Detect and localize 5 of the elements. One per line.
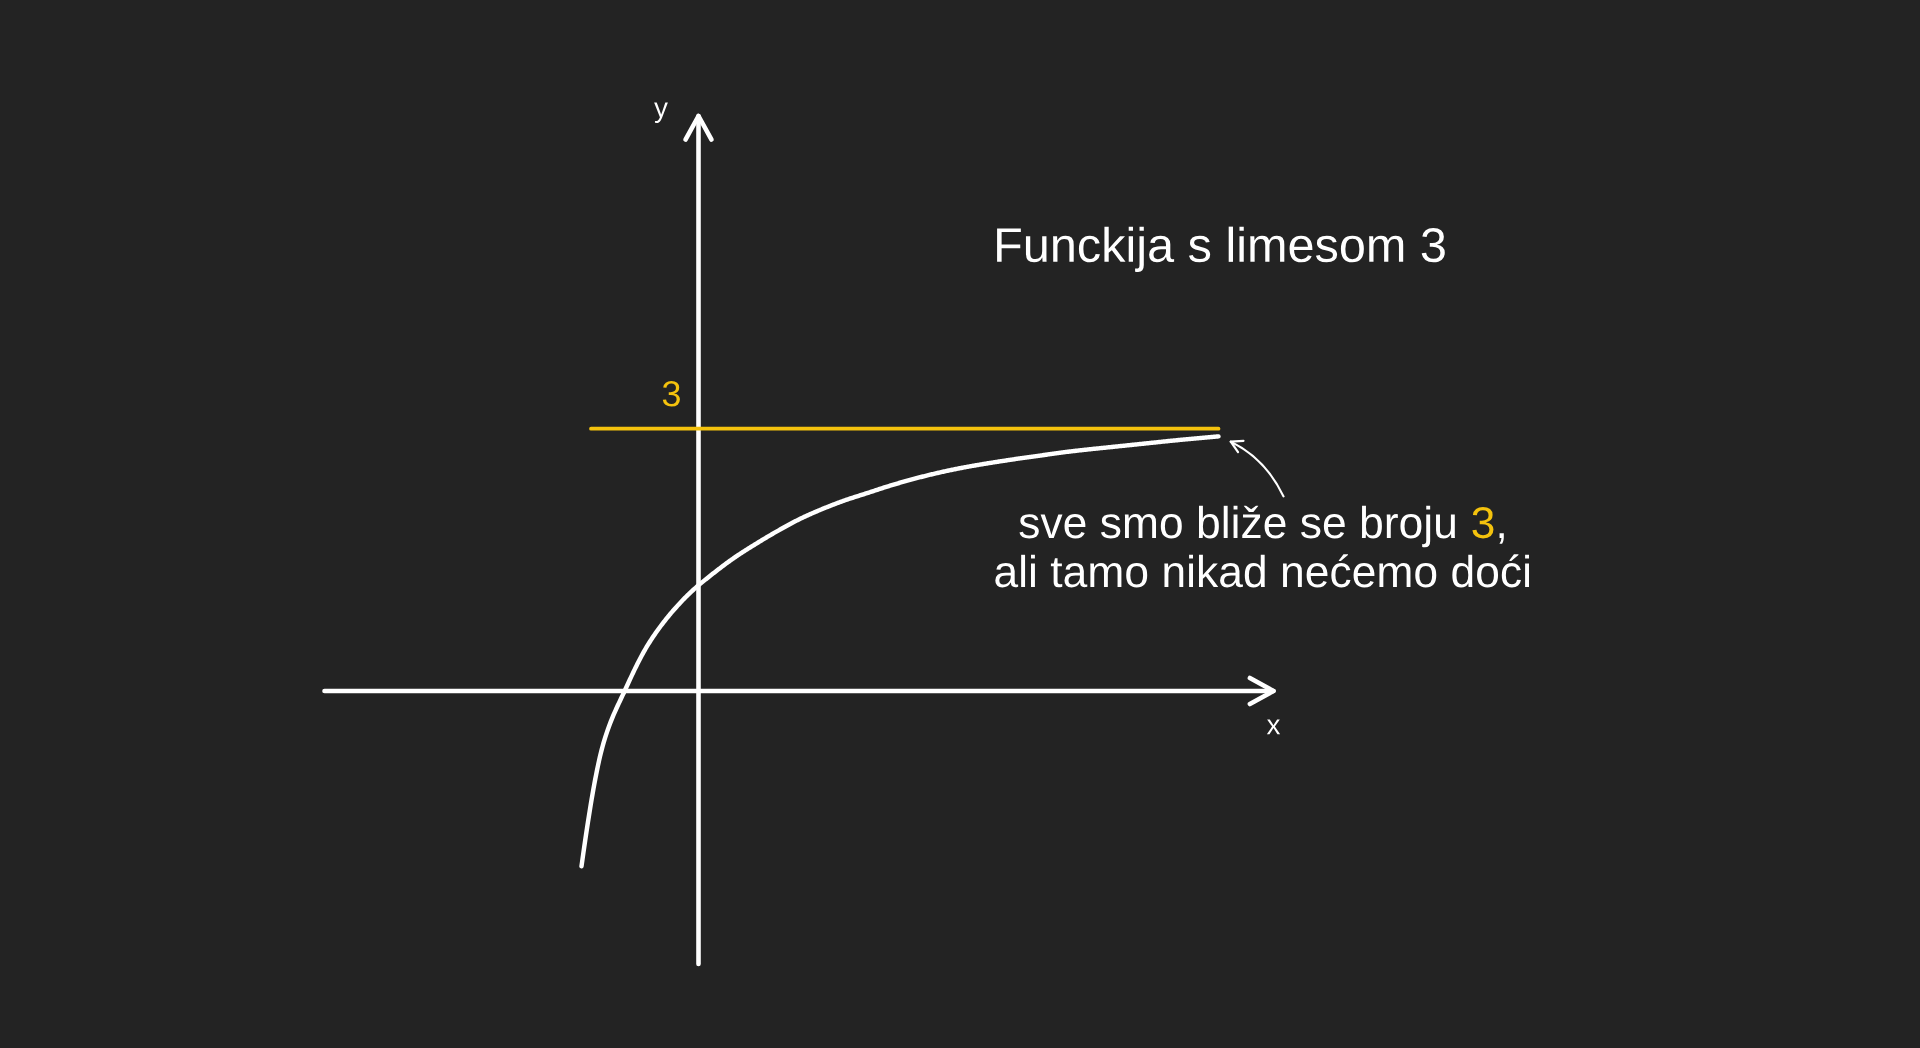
annotation: 3 <box>662 381 680 407</box>
chart-title: Funckija s limesom 3 <box>997 226 1445 272</box>
annotation: sve smo bliže se broju 3, ali tamo nikad nećemo doći <box>995 505 1530 588</box>
x-axis-title: x <box>1266 719 1281 735</box>
text: y <box>654 102 668 124</box>
